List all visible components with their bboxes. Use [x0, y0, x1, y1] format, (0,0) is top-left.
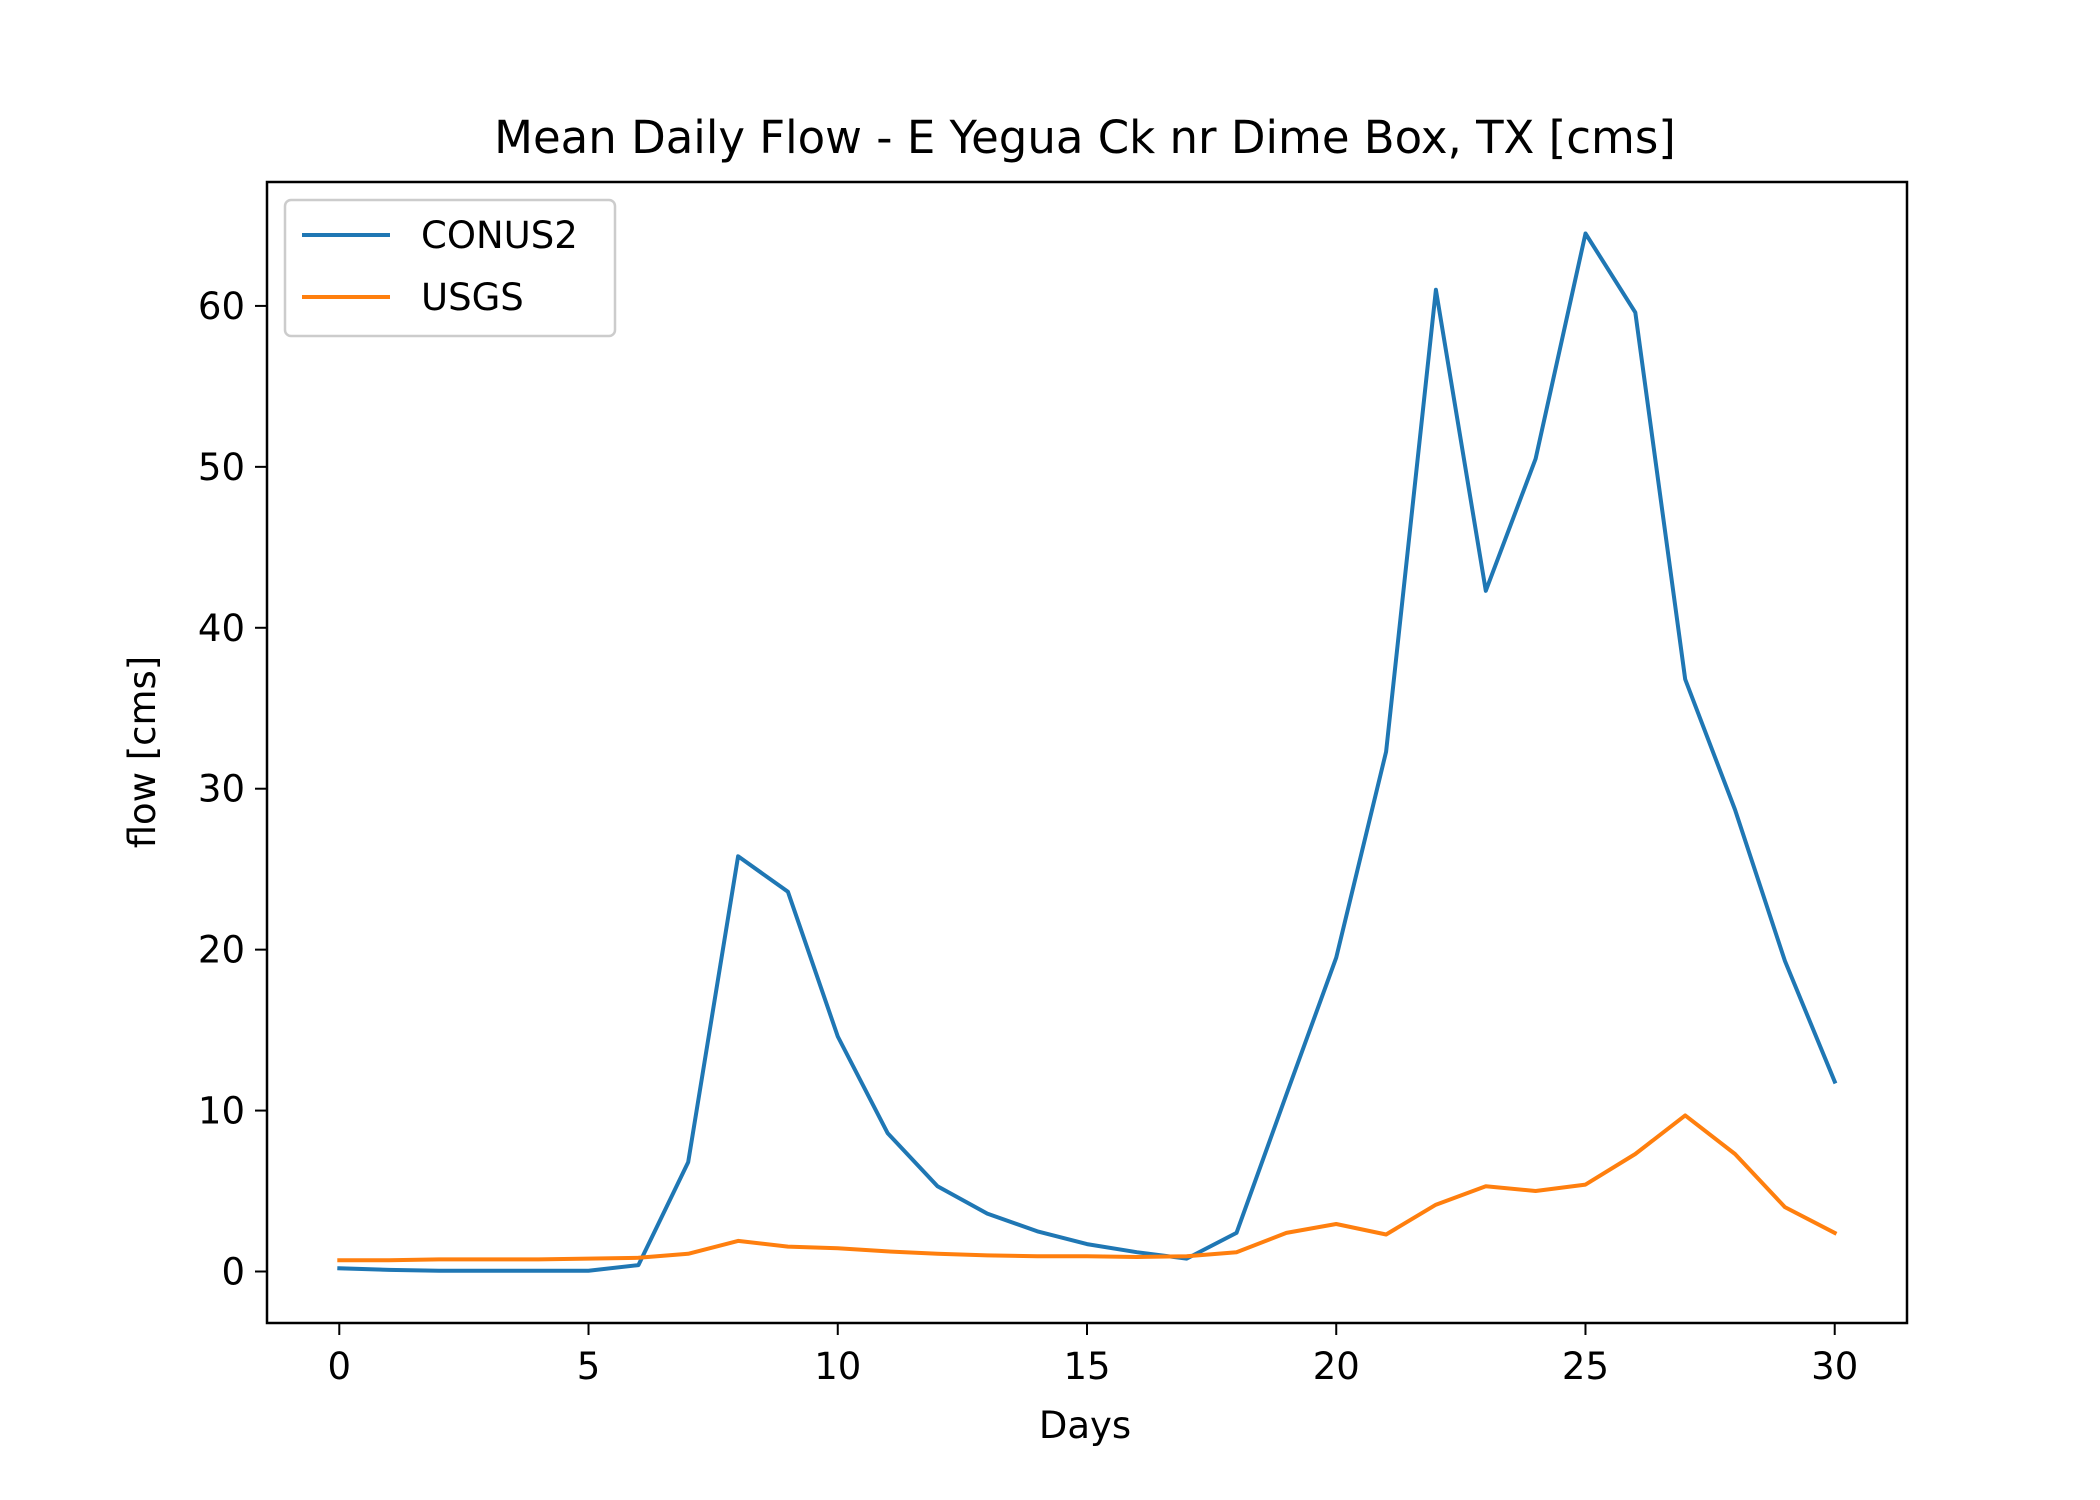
x-tick-label: 25 [1562, 1345, 1609, 1388]
x-tick-label: 20 [1313, 1345, 1360, 1388]
legend-label-usgs: USGS [421, 276, 524, 319]
x-axis-label: Days [1039, 1404, 1131, 1447]
x-tick-label: 0 [328, 1345, 352, 1388]
series-layer [337, 231, 1838, 1273]
x-tick-label: 5 [577, 1345, 601, 1388]
y-tick-label: 30 [198, 768, 245, 811]
x-axis-ticks: 0 5 10 15 20 25 30 [328, 1323, 1858, 1388]
y-tick-label: 10 [198, 1090, 245, 1133]
y-axis-label: flow [cms] [121, 656, 164, 849]
series-line-conus2 [337, 231, 1838, 1273]
y-tick-label: 0 [221, 1251, 245, 1294]
y-tick-label: 40 [198, 607, 245, 650]
x-tick-label: 15 [1063, 1345, 1110, 1388]
chart-title: Mean Daily Flow - E Yegua Ck nr Dime Box… [494, 111, 1676, 164]
y-tick-label: 50 [198, 446, 245, 489]
legend-label-conus2: CONUS2 [421, 214, 578, 257]
x-tick-label: 10 [814, 1345, 861, 1388]
series-line-usgs [337, 1113, 1838, 1263]
y-tick-label: 60 [198, 285, 245, 328]
x-tick-label: 30 [1811, 1345, 1858, 1388]
legend: CONUS2 USGS [283, 198, 617, 338]
plot-area: 0 5 10 15 20 25 30 0 10 20 30 40 50 60 [198, 180, 1909, 1388]
y-axis-ticks: 0 10 20 30 40 50 60 [198, 285, 267, 1294]
y-tick-label: 20 [198, 929, 245, 972]
